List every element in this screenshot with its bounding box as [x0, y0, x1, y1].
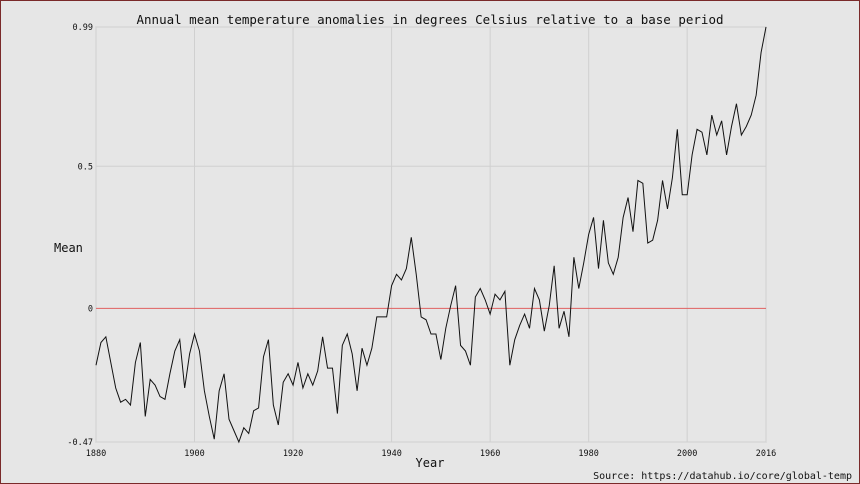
x-axis-label: Year: [416, 456, 445, 470]
y-tick-label: 0.99: [73, 23, 93, 33]
x-tick-label: 2000: [677, 449, 697, 459]
y-axis-label: Mean: [54, 241, 83, 255]
source-note: Source: https://datahub.io/core/global-t…: [593, 471, 852, 482]
x-tick-label: 2016: [756, 449, 776, 459]
x-tick-label: 1920: [283, 449, 303, 459]
grid: [95, 26, 767, 443]
y-tick-label: -0.47: [67, 438, 93, 448]
x-tick-label: 1960: [480, 449, 500, 459]
y-axis-ticks: -0.47 0 0.5 0.99: [67, 23, 93, 448]
x-tick-label: 1880: [86, 449, 106, 459]
series-line: [95, 26, 767, 444]
y-tick-label: 0.5: [78, 162, 93, 172]
x-tick-label: 1940: [381, 449, 401, 459]
chart-title: Annual mean temperature anomalies in deg…: [137, 12, 724, 27]
x-tick-label: 1980: [578, 449, 598, 459]
x-axis-ticks: 1880 1900 1920 1940 1960 1980 2000 2016: [86, 449, 776, 459]
x-tick-label: 1900: [184, 449, 204, 459]
plot-area: [95, 26, 767, 443]
y-tick-label: 0: [88, 304, 93, 314]
